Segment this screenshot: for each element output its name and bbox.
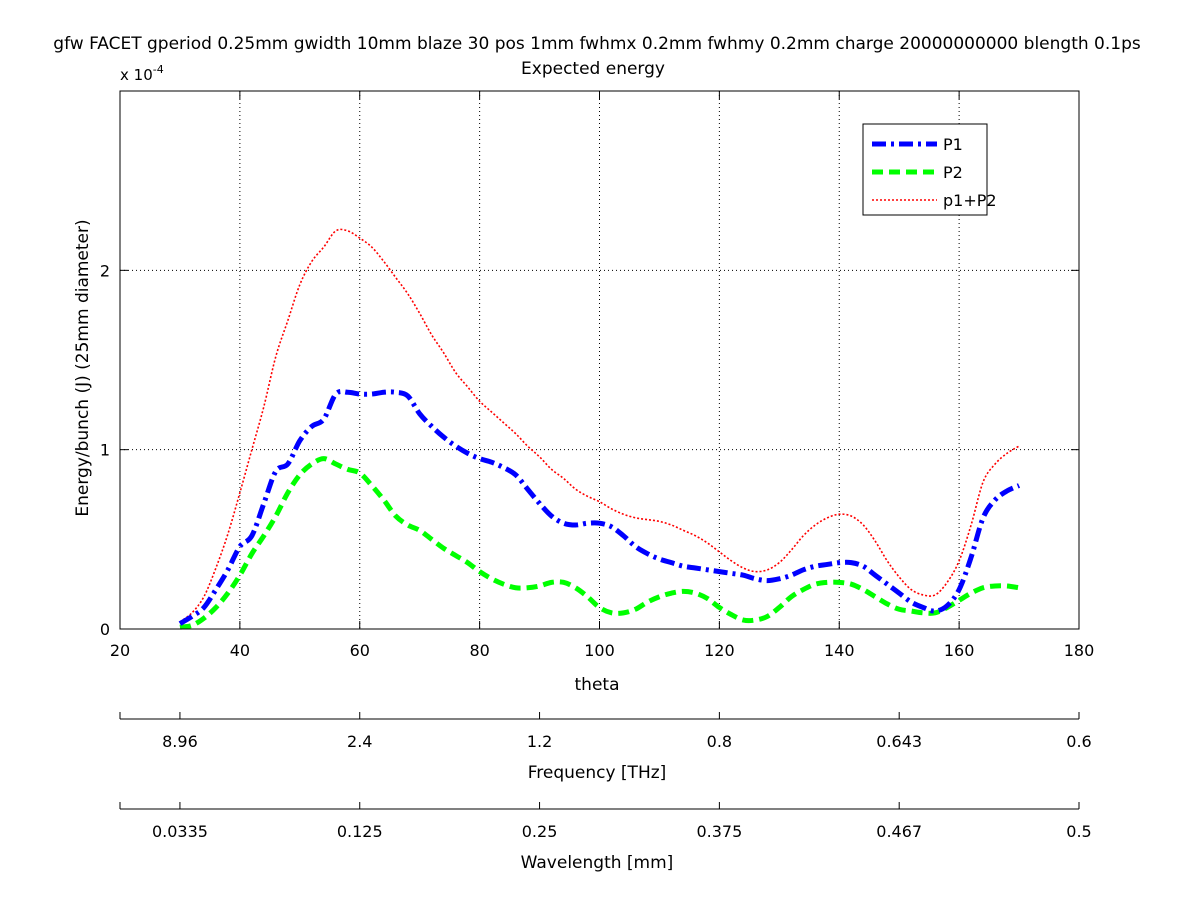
secondary-axis-tick-label: 2.4 <box>347 732 372 751</box>
legend: P1 P2 p1+P2 <box>862 123 997 216</box>
y-multiplier-base: x 10 <box>120 66 153 84</box>
y-tick-label: 2 <box>100 261 110 280</box>
legend-label: P2 <box>943 163 963 182</box>
secondary-axis-label: Frequency [THz] <box>528 763 667 783</box>
chart-title: gfw FACET gperiod 0.25mm gwidth 10mm bla… <box>53 34 1141 54</box>
x-tick-label: 140 <box>824 641 855 660</box>
secondary-axis-tick-label: 0.6 <box>1066 732 1091 751</box>
legend-label: p1+P2 <box>943 191 997 210</box>
y-axis-label: Energy/bunch (J) (25mm diameter) <box>73 219 93 516</box>
x-tick-label: 180 <box>1064 641 1095 660</box>
series-layer <box>178 228 1021 630</box>
y-multiplier: x 10-4 <box>120 63 164 84</box>
x-tick-label: 80 <box>469 641 489 660</box>
secondary-axis-label: Wavelength [mm] <box>521 853 674 873</box>
grid <box>120 91 1079 629</box>
series-line-p1 <box>178 388 1021 626</box>
x-axis-label: theta <box>575 675 620 695</box>
y-tick-label: 0 <box>100 620 110 639</box>
secondary-axis-tick-label: 8.96 <box>162 732 198 751</box>
x-tick-label: 160 <box>944 641 975 660</box>
x-tick-label: 60 <box>350 641 370 660</box>
series-line-p1-p2 <box>179 228 1020 623</box>
chart-subtitle: Expected energy <box>521 59 665 79</box>
secondary-axis-tick-label: 0.0335 <box>152 822 208 841</box>
y-multiplier-exponent: -4 <box>153 63 164 76</box>
axis-ticks: 20 40 60 80 100 120 140 160 180 0 1 2 <box>100 91 1094 660</box>
secondary-axis-tick-label: 0.125 <box>337 822 383 841</box>
x-tick-label: 100 <box>584 641 615 660</box>
secondary-axes: 8.96 2.4 1.2 0.8 0.643 0.6 Frequency [THz] 0.03… <box>119 712 1092 873</box>
secondary-axis-tick-label: 1.2 <box>527 732 552 751</box>
secondary-axis-tick-label: 0.25 <box>522 822 558 841</box>
series-line-p2 <box>179 456 1020 630</box>
secondary-axis-tick-label: 0.643 <box>876 732 922 751</box>
x-tick-label: 120 <box>704 641 735 660</box>
x-tick-label: 40 <box>230 641 250 660</box>
y-tick-label: 1 <box>100 441 110 460</box>
legend-label: P1 <box>943 135 963 154</box>
secondary-axis-tick-label: 0.375 <box>696 822 742 841</box>
x-tick-label: 20 <box>110 641 130 660</box>
secondary-axis-tick-label: 0.8 <box>707 732 732 751</box>
secondary-axis-tick-label: 0.467 <box>876 822 922 841</box>
secondary-axis-tick-label: 0.5 <box>1066 822 1091 841</box>
